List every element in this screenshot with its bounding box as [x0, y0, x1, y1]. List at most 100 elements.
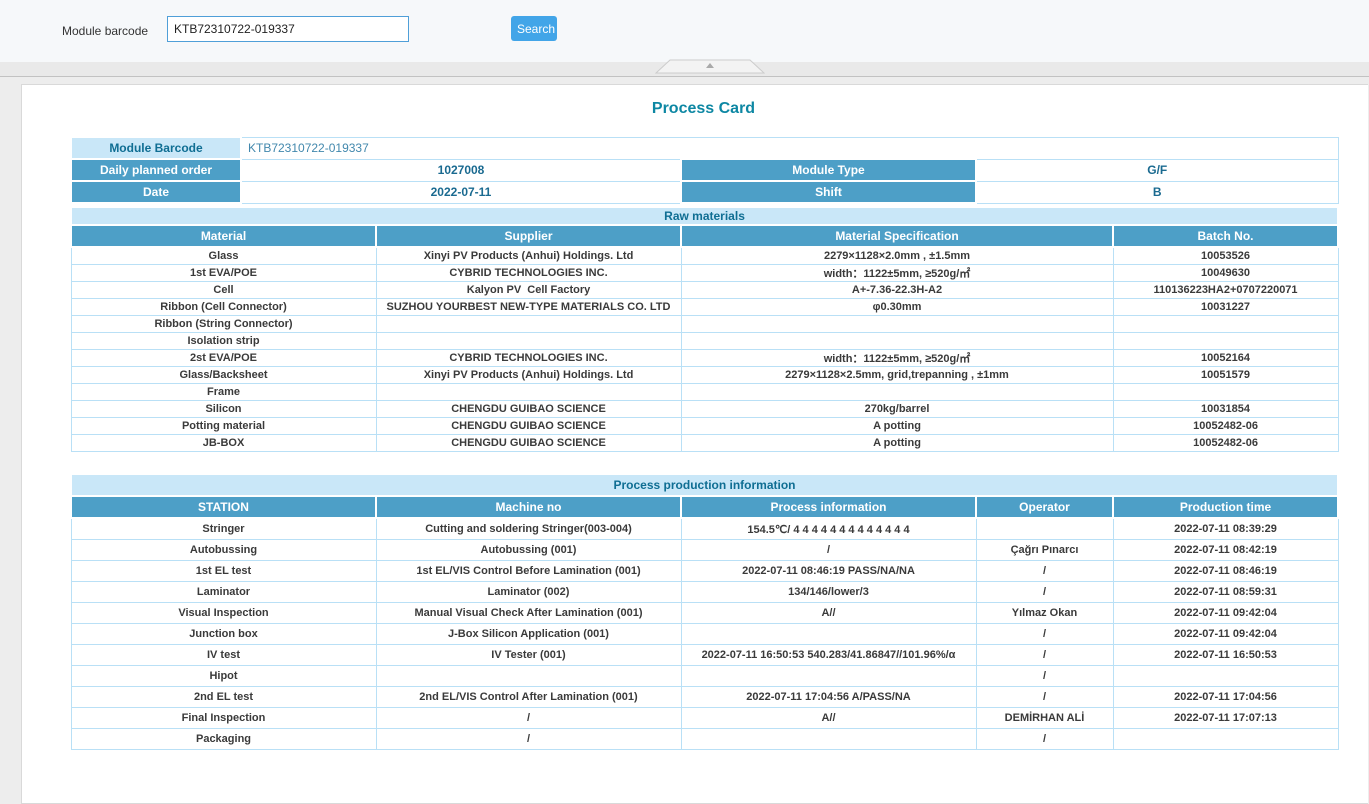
- cell: 154.5℃/ 4 4 4 4 4 4 4 4 4 4 4 4 4: [681, 518, 976, 540]
- cell: JB-BOX: [71, 435, 376, 452]
- table-row: Date 2022-07-11 Shift B: [71, 181, 1338, 203]
- column-header-row: STATION Machine no Process information O…: [71, 496, 1338, 518]
- cell: Ribbon (Cell Connector): [71, 299, 376, 316]
- cell: Potting material: [71, 418, 376, 435]
- table-row: CellKalyon PV Cell FactoryA+-7.36-22.3H-…: [71, 282, 1338, 299]
- cell: Cutting and soldering Stringer(003-004): [376, 518, 681, 540]
- cell: 2022-07-11 08:42:19: [1113, 540, 1338, 561]
- cell: Laminator: [71, 582, 376, 603]
- cell: [1113, 384, 1338, 401]
- table-row: Hipot /: [71, 666, 1338, 687]
- module-type-value: G/F: [976, 159, 1338, 181]
- cell: Glass: [71, 247, 376, 265]
- table-row: Frame: [71, 384, 1338, 401]
- cell: 10051579: [1113, 367, 1338, 384]
- cell: 10052482-06: [1113, 435, 1338, 452]
- cell: /: [681, 540, 976, 561]
- raw-materials-table: Raw materials Material Supplier Material…: [70, 206, 1339, 452]
- column-header: Machine no: [376, 496, 681, 518]
- daily-order-header: Daily planned order: [71, 159, 241, 181]
- cell: IV Tester (001): [376, 645, 681, 666]
- top-search-bar: Module barcode Search: [0, 0, 1369, 62]
- cell: A+-7.36-22.3H-A2: [681, 282, 1113, 299]
- cell: [376, 333, 681, 350]
- cell: Laminator (002): [376, 582, 681, 603]
- cell: CHENGDU GUIBAO SCIENCE: [376, 401, 681, 418]
- table-row: GlassXinyi PV Products (Anhui) Holdings.…: [71, 247, 1338, 265]
- table-row: Module Barcode KTB72310722-019337: [71, 137, 1338, 159]
- table-row: Ribbon (Cell Connector)SUZHOU YOURBEST N…: [71, 299, 1338, 316]
- cell: 1st EL test: [71, 561, 376, 582]
- table-row: Daily planned order 1027008 Module Type …: [71, 159, 1338, 181]
- cell: Cell: [71, 282, 376, 299]
- collapse-arrow-icon: [655, 59, 765, 74]
- cell: [1113, 333, 1338, 350]
- table-row: SiliconCHENGDU GUIBAO SCIENCE270kg/barre…: [71, 401, 1338, 418]
- cell: Xinyi PV Products (Anhui) Holdings. Ltd: [376, 367, 681, 384]
- cell: Isolation strip: [71, 333, 376, 350]
- collapse-handle[interactable]: [655, 59, 765, 74]
- cell: 10031854: [1113, 401, 1338, 418]
- cell: 10031227: [1113, 299, 1338, 316]
- cell: DEMİRHAN ALİ: [976, 708, 1113, 729]
- table-row: 1st EL test1st EL/VIS Control Before Lam…: [71, 561, 1338, 582]
- cell: width：1122±5mm, ≥520g/㎡: [681, 265, 1113, 282]
- table-row: Glass/BacksheetXinyi PV Products (Anhui)…: [71, 367, 1338, 384]
- cell: Hipot: [71, 666, 376, 687]
- cell: Manual Visual Check After Lamination (00…: [376, 603, 681, 624]
- cell: 2nd EL test: [71, 687, 376, 708]
- module-barcode-label: Module barcode: [62, 24, 148, 38]
- cell: Frame: [71, 384, 376, 401]
- column-header: STATION: [71, 496, 376, 518]
- module-barcode-input[interactable]: [167, 16, 409, 42]
- cell: /: [976, 666, 1113, 687]
- cell: A//: [681, 603, 976, 624]
- cell: /: [976, 687, 1113, 708]
- cell: 1st EVA/POE: [71, 265, 376, 282]
- shift-header: Shift: [681, 181, 976, 203]
- cell: Stringer: [71, 518, 376, 540]
- cell: /: [376, 708, 681, 729]
- cell: Packaging: [71, 729, 376, 750]
- cell: 10049630: [1113, 265, 1338, 282]
- table-row: IV testIV Tester (001)2022-07-11 16:50:5…: [71, 645, 1338, 666]
- cell: 2279×1128×2.5mm, grid,trepanning , ±1mm: [681, 367, 1113, 384]
- table-row: Potting materialCHENGDU GUIBAO SCIENCEA …: [71, 418, 1338, 435]
- cell: Yılmaz Okan: [976, 603, 1113, 624]
- cell: [681, 729, 976, 750]
- cell: /: [976, 561, 1113, 582]
- column-header: Production time: [1113, 496, 1338, 518]
- cell: 110136223HA2+0707220071: [1113, 282, 1338, 299]
- cell: 2022-07-11 17:07:13: [1113, 708, 1338, 729]
- module-barcode-header: Module Barcode: [71, 137, 241, 159]
- cell: IV test: [71, 645, 376, 666]
- process-production-table: Process production information STATION M…: [70, 473, 1339, 750]
- cell: A//: [681, 708, 976, 729]
- cell: [1113, 316, 1338, 333]
- column-header-row: Material Supplier Material Specification…: [71, 225, 1338, 247]
- cell: [681, 666, 976, 687]
- cell: 2st EVA/POE: [71, 350, 376, 367]
- cell: CHENGDU GUIBAO SCIENCE: [376, 435, 681, 452]
- cell: 2022-07-11 08:46:19: [1113, 561, 1338, 582]
- cell: 2022-07-11 16:50:53 540.283/41.86847//10…: [681, 645, 976, 666]
- cell: Silicon: [71, 401, 376, 418]
- cell: [681, 316, 1113, 333]
- column-header: Batch No.: [1113, 225, 1338, 247]
- cell: 2022-07-11 09:42:04: [1113, 624, 1338, 645]
- module-info-table: Module Barcode KTB72310722-019337 Daily …: [70, 136, 1339, 204]
- table-row: Isolation strip: [71, 333, 1338, 350]
- table-row: StringerCutting and soldering Stringer(0…: [71, 518, 1338, 540]
- section-title: Process production information: [71, 474, 1338, 496]
- cell: φ0.30mm: [681, 299, 1113, 316]
- cell: 2279×1128×2.0mm , ±1.5mm: [681, 247, 1113, 265]
- module-type-header: Module Type: [681, 159, 976, 181]
- search-button[interactable]: Search: [511, 16, 557, 41]
- table-row: Junction boxJ-Box Silicon Application (0…: [71, 624, 1338, 645]
- cell: Junction box: [71, 624, 376, 645]
- table-row: AutobussingAutobussing (001)/Çağrı Pınar…: [71, 540, 1338, 561]
- cell: 10053526: [1113, 247, 1338, 265]
- cell: /: [976, 645, 1113, 666]
- cell: 2022-07-11 17:04:56 A/PASS/NA: [681, 687, 976, 708]
- cell: [976, 518, 1113, 540]
